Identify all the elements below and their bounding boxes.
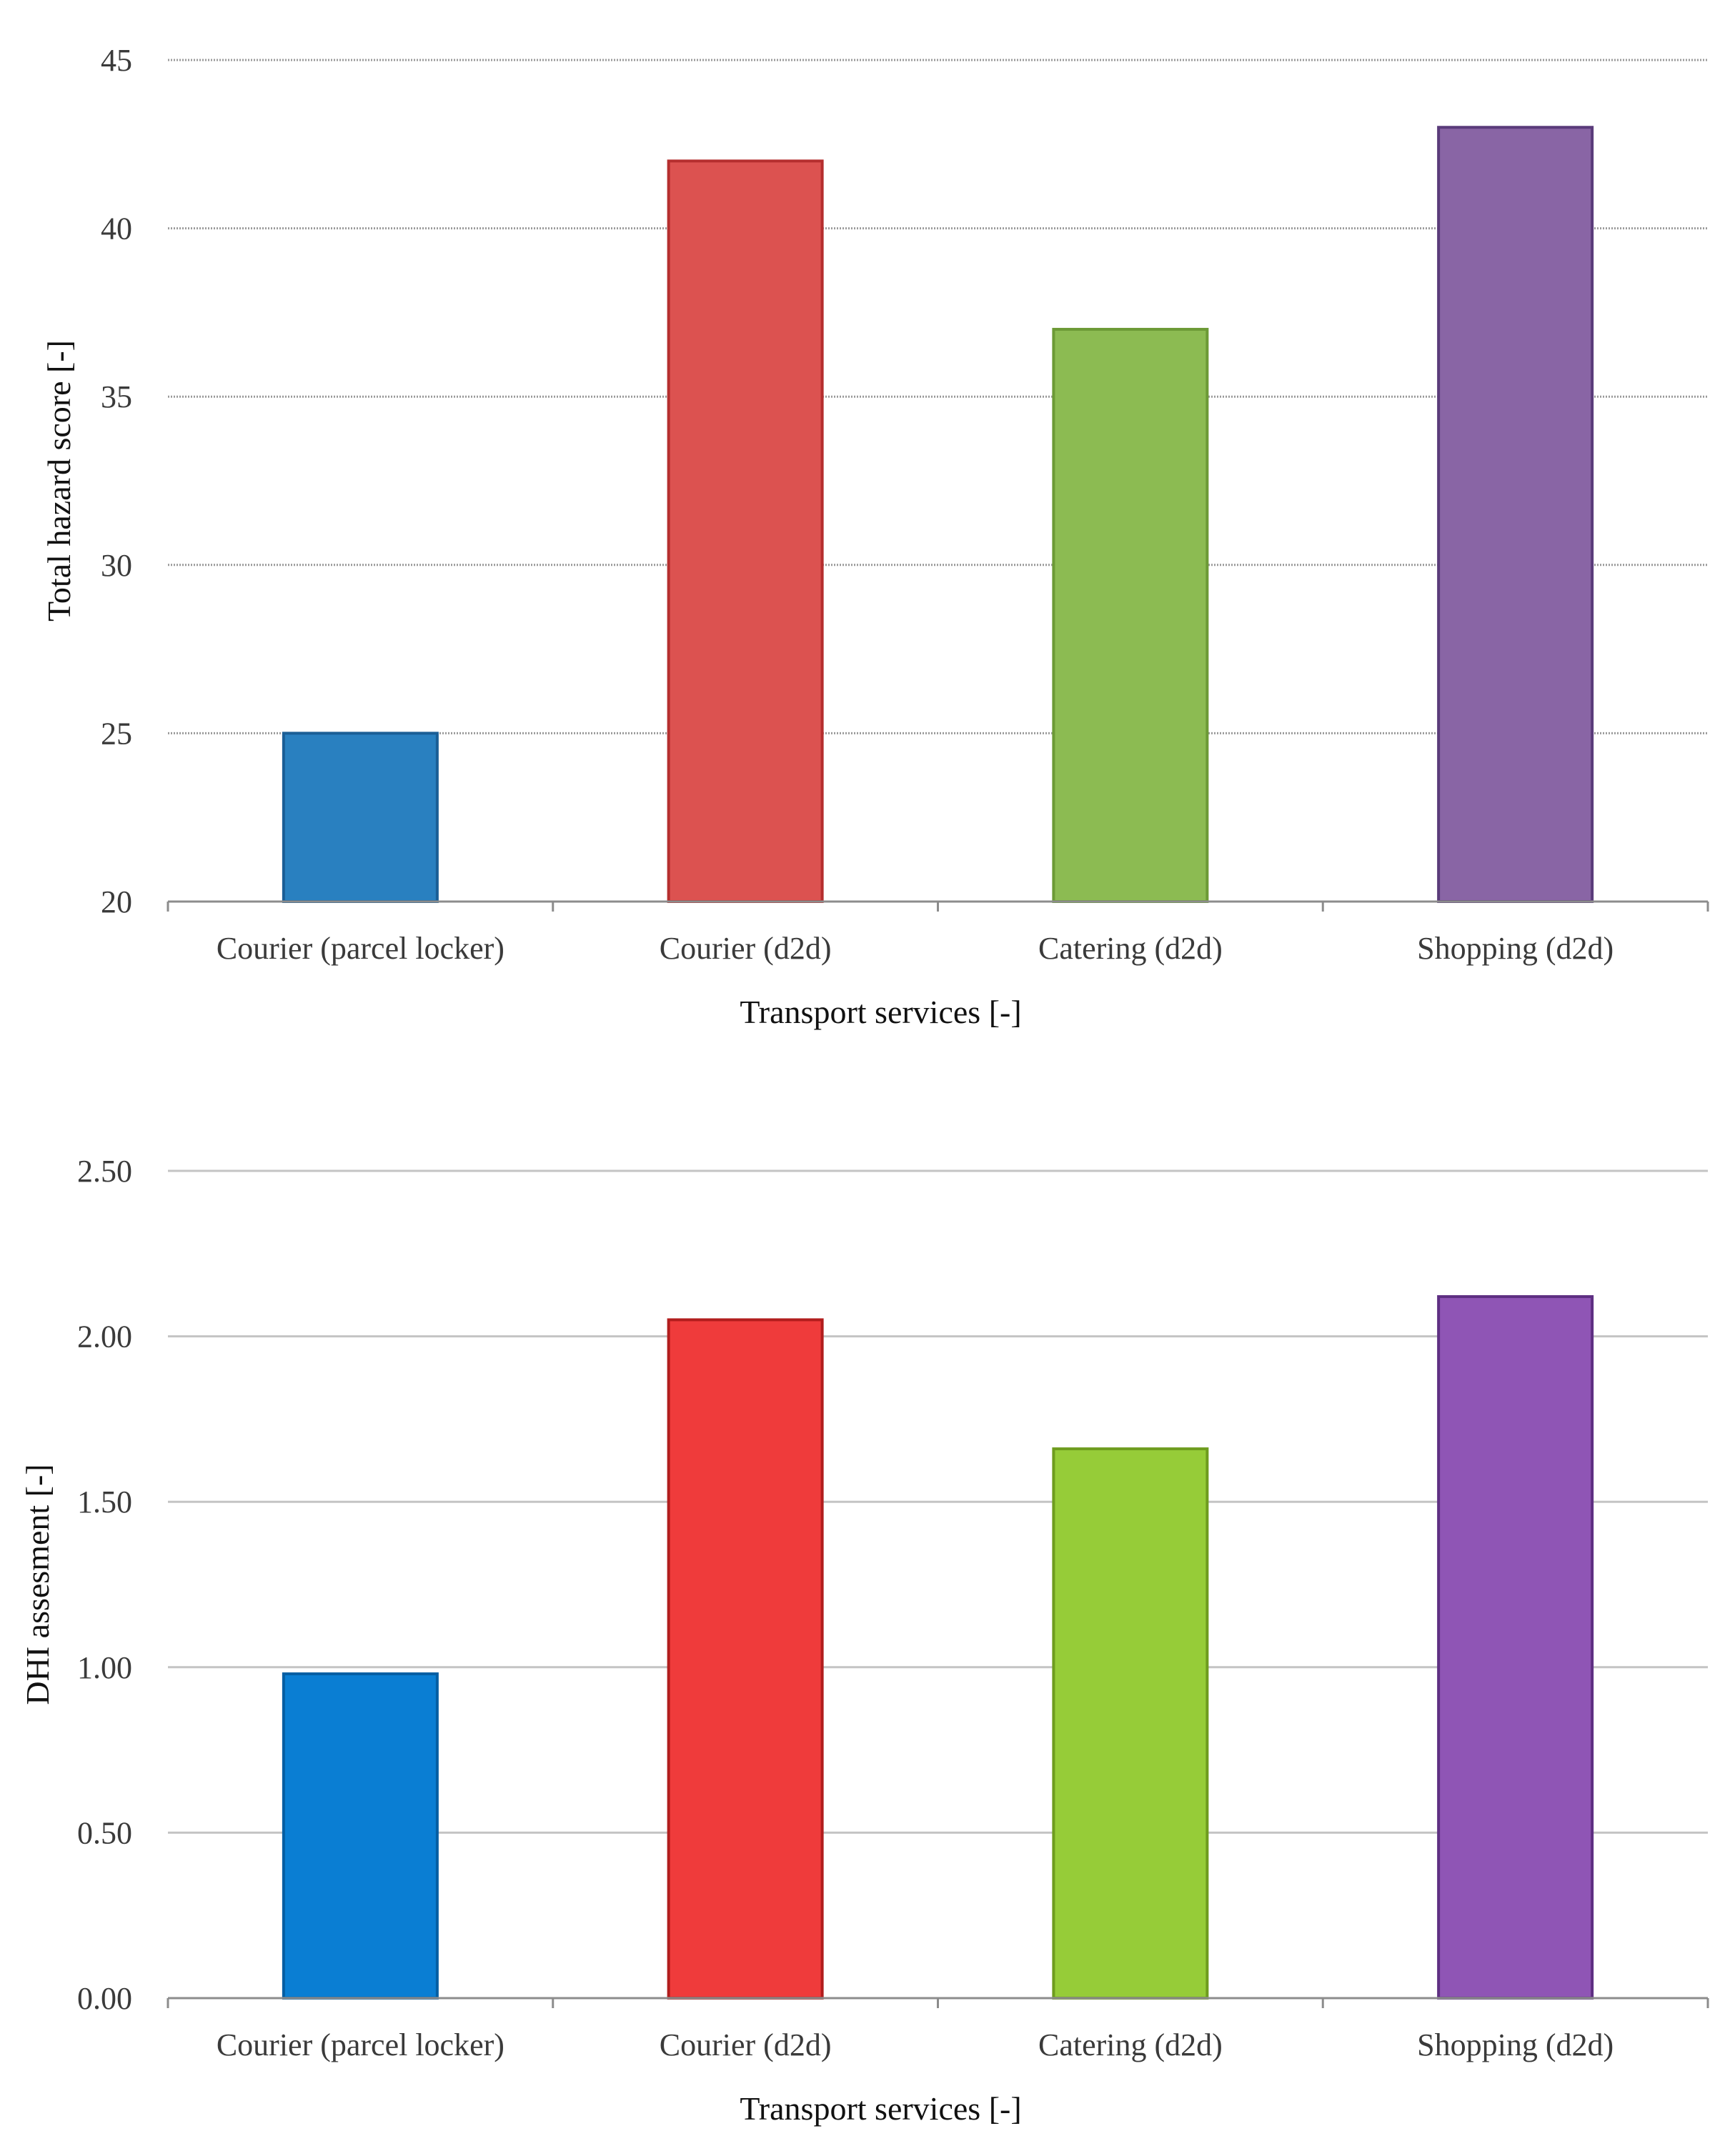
x-category-label: Catering (d2d) xyxy=(1038,931,1223,966)
y-axis-title: Total hazard score [-] xyxy=(41,340,77,622)
bar xyxy=(282,1672,439,2000)
x-category-label: Courier (d2d) xyxy=(660,2027,832,2062)
y-tick-label: 45 xyxy=(101,43,132,78)
x-category-label: Shopping (d2d) xyxy=(1417,931,1614,966)
y-tick-label: 2.50 xyxy=(77,1154,132,1189)
x-category-label: Courier (parcel locker) xyxy=(217,2027,504,2062)
bar xyxy=(667,1318,824,2000)
bar xyxy=(1437,1295,1594,2000)
x-category-label: Catering (d2d) xyxy=(1038,2027,1223,2062)
y-axis-title: DHI assesment [-] xyxy=(19,1464,56,1705)
x-axis-title: Transport services [-] xyxy=(740,2090,1021,2127)
y-tick-label: 1.50 xyxy=(77,1484,132,1519)
y-tick-label: 35 xyxy=(101,379,132,414)
bar xyxy=(282,732,439,904)
y-tick-label: 0.00 xyxy=(77,1981,132,2016)
hazard-score-chart-svg: 20 25 30 35 40 45 Courier (parcel locker) Couri… xyxy=(41,43,1709,1030)
dhi-assessment-chart-svg: 0.00 0.50 1.00 1.50 2.00 2.50 Courier (parcel … xyxy=(19,1154,1709,2127)
y-tick-label: 25 xyxy=(101,716,132,751)
bar xyxy=(667,159,824,904)
bar xyxy=(1052,327,1209,903)
bar xyxy=(1437,126,1594,904)
y-tick-label: 30 xyxy=(101,548,132,583)
dhi-assessment-chart: 0.00 0.50 1.00 1.50 2.00 2.50 Courier (parcel … xyxy=(0,1078,1725,2156)
x-category-label: Courier (parcel locker) xyxy=(217,931,504,966)
bar xyxy=(1052,1447,1209,2000)
x-category-label: Courier (d2d) xyxy=(660,931,832,966)
y-tick-label: 2.00 xyxy=(77,1319,132,1354)
y-tick-label: 20 xyxy=(101,884,132,919)
y-tick-label: 1.00 xyxy=(77,1650,132,1685)
y-tick-label: 0.50 xyxy=(77,1815,132,1850)
y-tick-label: 40 xyxy=(101,211,132,246)
x-axis-title: Transport services [-] xyxy=(740,994,1021,1030)
x-category-label: Shopping (d2d) xyxy=(1417,2027,1614,2062)
hazard-score-chart: 20 25 30 35 40 45 Courier (parcel locker) Couri… xyxy=(41,43,1709,1030)
